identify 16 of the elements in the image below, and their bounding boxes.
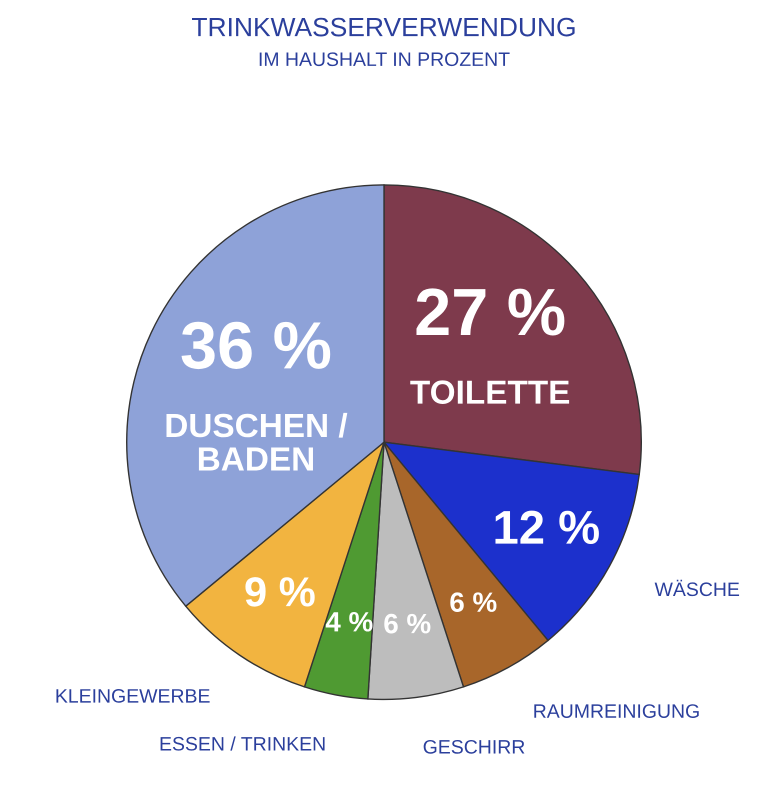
data-label: 6 %: [384, 614, 430, 634]
data-label: 4 %: [326, 612, 372, 632]
data-label: 6 %: [450, 592, 496, 612]
data-label: 9 %: [245, 577, 315, 607]
slice-label: DUSCHEN / BADEN: [166, 412, 348, 470]
slice-label: ESSEN / TRINKEN: [160, 736, 325, 751]
data-label: 12 %: [495, 510, 599, 544]
slice-label: RAUMREINIGUNG: [534, 704, 699, 718]
slice-label: GESCHIRR: [424, 740, 524, 754]
chart-subtitle: IM HAUSHALT IN PROZENT: [260, 52, 510, 66]
slice-label: TOILETTE: [410, 380, 570, 404]
chart-title: TRINKWASSERVERWENDUNG: [192, 18, 575, 36]
data-label: 27 %: [416, 288, 564, 336]
slice-label: KLEINGEWERBE: [56, 689, 210, 703]
slice-label: WÄSCHE: [654, 580, 740, 596]
data-label: 36 %: [182, 322, 330, 370]
